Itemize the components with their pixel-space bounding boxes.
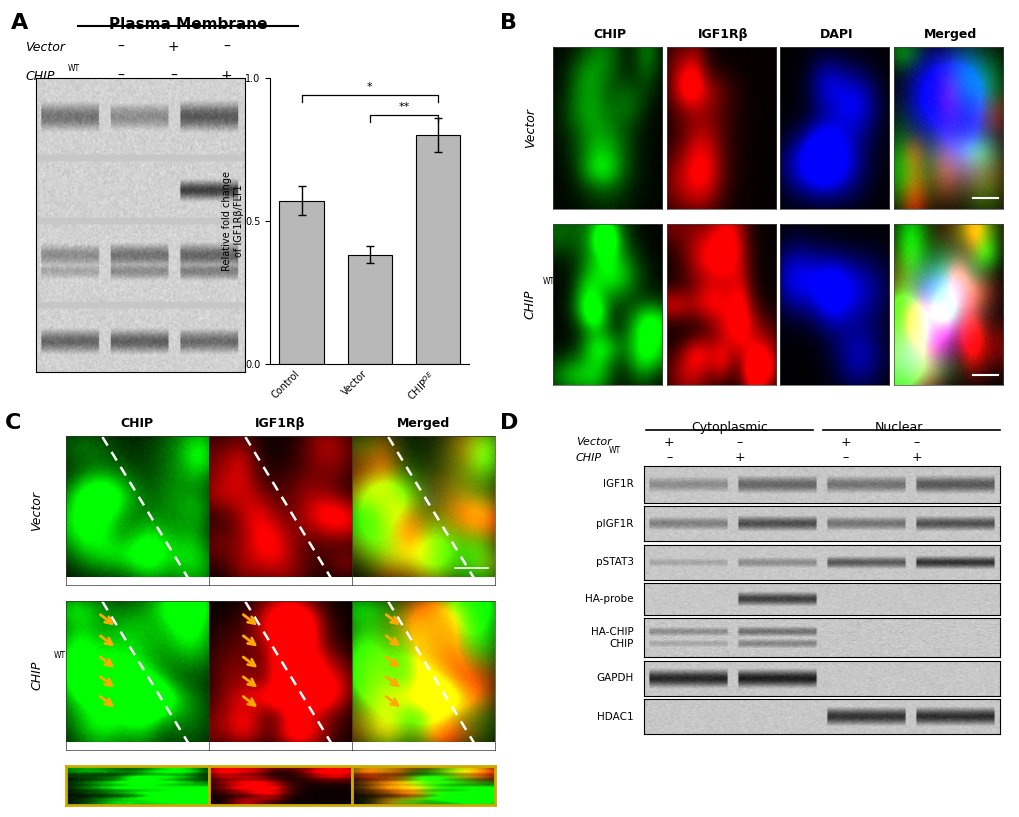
Text: +: + <box>663 435 674 449</box>
Text: **: ** <box>397 102 409 112</box>
Text: –: – <box>912 435 919 449</box>
Text: –: – <box>223 40 229 54</box>
Text: Vector: Vector <box>575 437 610 447</box>
Text: pIGF1R: pIGF1R <box>596 519 633 529</box>
Text: Plasma Membrane: Plasma Membrane <box>109 16 267 32</box>
Text: D: D <box>499 413 518 433</box>
Text: Nuclear: Nuclear <box>873 421 922 434</box>
Text: WT: WT <box>542 277 554 286</box>
Text: A: A <box>11 13 29 33</box>
Text: pSTAT3: pSTAT3 <box>595 557 633 567</box>
Text: Merged: Merged <box>923 28 976 41</box>
Text: –: – <box>736 435 742 449</box>
Text: +: + <box>734 451 744 464</box>
Text: C: C <box>5 413 21 433</box>
Bar <box>416 135 460 364</box>
Text: Vector: Vector <box>523 108 536 148</box>
Text: DAPI: DAPI <box>819 28 853 41</box>
Text: WT: WT <box>67 64 79 73</box>
Text: HA-probe: HA-probe <box>585 594 633 604</box>
Text: +: + <box>168 40 179 54</box>
Text: IGF1Rβ: IGF1Rβ <box>255 417 306 430</box>
Text: Merged: Merged <box>396 417 449 430</box>
Text: –: – <box>170 69 177 83</box>
Bar <box>279 201 323 364</box>
Text: IGF1R: IGF1R <box>602 480 633 489</box>
Text: +: + <box>220 69 232 83</box>
Text: –: – <box>665 451 672 464</box>
Text: CHIP: CHIP <box>120 417 154 430</box>
Text: Vector: Vector <box>31 491 43 531</box>
Text: CHIP: CHIP <box>575 453 601 463</box>
Text: HDAC1: HDAC1 <box>596 712 633 721</box>
Bar <box>347 255 391 364</box>
Text: Cytoplasmic: Cytoplasmic <box>691 421 767 434</box>
Text: HA-CHIP
CHIP: HA-CHIP CHIP <box>590 627 633 649</box>
Text: B: B <box>499 13 517 33</box>
Text: WT: WT <box>608 445 620 454</box>
Text: +: + <box>840 435 850 449</box>
Text: CHIP: CHIP <box>25 69 54 83</box>
Text: –: – <box>842 451 848 464</box>
Y-axis label: Relative fold change
of IGF1Rβ/FLT1: Relative fold change of IGF1Rβ/FLT1 <box>222 171 244 270</box>
Text: Vector: Vector <box>25 41 65 54</box>
Text: *: * <box>367 82 372 92</box>
Text: CHIP: CHIP <box>31 661 43 690</box>
Text: CHIP: CHIP <box>523 290 536 319</box>
Text: –: – <box>117 69 124 83</box>
Text: CHIP: CHIP <box>593 28 626 41</box>
Text: +: + <box>910 451 921 464</box>
Text: –: – <box>117 40 124 54</box>
Text: WT: WT <box>54 651 66 660</box>
Text: IGF1Rβ: IGF1Rβ <box>697 28 748 41</box>
Text: GAPDH: GAPDH <box>596 673 633 683</box>
